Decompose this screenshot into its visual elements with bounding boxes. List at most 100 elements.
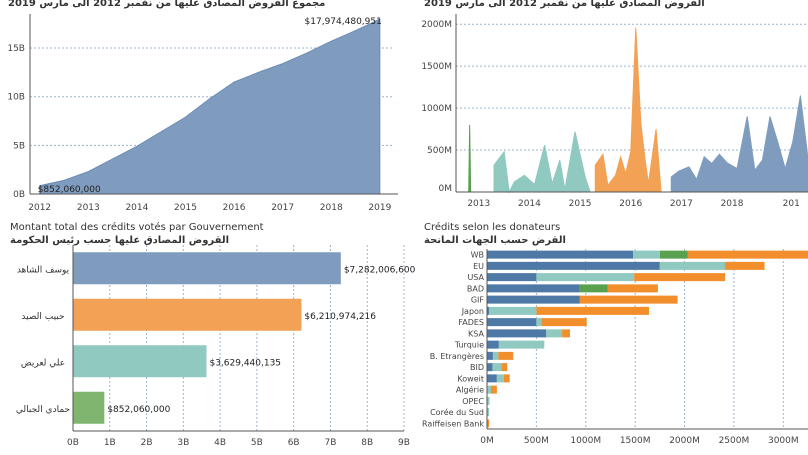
government-bar (73, 345, 207, 378)
government-value-label: $852,060,000 (107, 405, 170, 415)
government-value-label: $7,282,006,600 (344, 265, 416, 275)
y-tick-label: 1500M (421, 62, 452, 72)
x-tick-label: 2013 (467, 199, 490, 209)
donor-chart-subtitle: القرض حسب الجهات المانحة (424, 235, 566, 246)
donor-category-label: WB (471, 251, 484, 260)
donor-bar-segment (546, 329, 563, 338)
donor-bar-segment (536, 318, 542, 327)
timeline-series-area (493, 131, 591, 194)
donor-bar-segment (659, 250, 688, 259)
donor-panel: Crédits selon les donateurs القرض حسب ال… (420, 222, 808, 455)
donor-bar-segment (725, 261, 765, 270)
donor-chart-title: Crédits selon les donateurs (424, 222, 561, 233)
donor-category-label: GIF (471, 296, 485, 305)
donor-bar-segment (487, 363, 493, 372)
donor-bar-segment (633, 250, 660, 259)
x-tick-label: 9B (398, 438, 410, 448)
x-tick-label: 2016 (223, 203, 246, 213)
x-tick-label: 1000M (570, 436, 601, 446)
y-tick-label: 5B (13, 141, 25, 151)
x-tick-label: 2013 (77, 203, 100, 213)
donor-stacked-bar-chart: 0M 500M 1000M 1500M 2000M 2500M 3000M WB EU USA BA… (422, 249, 808, 446)
donor-category-label: Japon (461, 307, 484, 316)
government-panel: Montant total des crédits votés par Gouv… (0, 222, 420, 455)
x-tick-label: 2017 (670, 199, 693, 209)
donor-bar-segment (503, 374, 510, 383)
government-value-label: $6,210,974,216 (304, 312, 376, 322)
donor-bar-segment (492, 351, 499, 360)
donor-category-label: OPEC (462, 397, 484, 406)
timeline-series-area (670, 95, 808, 193)
donor-bar-segment (487, 419, 489, 428)
x-tick-label: 7B (324, 438, 336, 448)
donor-bar-segment (487, 273, 537, 282)
y-tick-label: 1000M (421, 104, 452, 114)
timeline-panel: القروض المصادق عليها من نفمبر 2012 الى م… (404, 0, 808, 227)
donor-category-label: Koweit (457, 374, 484, 383)
y-tick-label: 0B (13, 190, 25, 200)
donor-bar-segment (487, 385, 491, 394)
timeline-series-area (468, 124, 472, 193)
donor-bar-segment (487, 329, 547, 338)
donor-category-label: BID (470, 363, 484, 372)
donor-bar-segment (496, 374, 504, 383)
donor-bar-segment (487, 408, 489, 417)
cumulative-chart-title: مجموع القروض المصادق عليها من نفمبر 2012… (8, 0, 326, 9)
government-value-label: $3,629,440,135 (209, 358, 281, 368)
donor-bar-segment (487, 374, 497, 383)
x-tick-label: 2018 (721, 199, 744, 209)
y-tick-label: 10B (7, 93, 25, 103)
x-tick-label: 2015 (569, 199, 592, 209)
x-tick-label: 2018 (320, 203, 343, 213)
cumulative-panel: مجموع القروض المصادق عليها من نفمبر 2012… (0, 0, 404, 227)
timeline-area-chart: 0M 500M 1000M 1500M 2000M 2013 2014 2015 2016 201… (421, 14, 808, 209)
donor-category-label: Algérie (456, 385, 484, 395)
donor-bar-segment (488, 306, 537, 315)
donor-bar-segment (659, 261, 726, 270)
x-tick-label: 0B (67, 438, 79, 448)
cumulative-area (39, 18, 381, 195)
donor-bar-segment (487, 284, 580, 293)
x-tick-label: 6B (288, 438, 300, 448)
donor-category-label: B. Etrangères (430, 351, 484, 361)
y-tick-label: 2000M (421, 20, 452, 30)
government-bar-chart: 0B 1B 2B 3B 4B 5B 6B 7B 8B 9B يوسف الشاهد $7,282,00… (16, 245, 416, 448)
donor-category-label: KSA (468, 329, 484, 338)
government-category-label: علي لعريض (21, 358, 65, 368)
donor-bar-segment (634, 273, 726, 282)
donor-bar-segment (579, 295, 678, 304)
x-tick-label: 8B (361, 438, 373, 448)
donor-category-label: Turquie (454, 341, 484, 350)
y-tick-label: 0M (439, 184, 453, 194)
donor-category-label: EU (473, 262, 484, 271)
government-category-label: يوسف الشاهد (17, 265, 70, 275)
government-category-label: حمادي الجبالي (16, 405, 70, 415)
x-tick-label: 2015 (174, 203, 197, 213)
end-value-label: $17,974,480,951 (305, 17, 382, 27)
x-tick-label: 4B (214, 438, 226, 448)
donor-category-label: BAD (467, 284, 484, 293)
donor-bar-segment (487, 261, 660, 270)
x-tick-label: 2014 (518, 199, 541, 209)
donor-bar-segment (501, 363, 508, 372)
donor-bar-segment (687, 250, 808, 259)
donor-bar-segment (498, 351, 514, 360)
x-tick-label: 201 (783, 199, 800, 209)
donor-bar-segment (498, 340, 545, 349)
government-chart-subtitle: القروض المصادق عليها حسب رئيس الحكومة (10, 235, 230, 246)
y-tick-label: 15B (7, 44, 25, 54)
x-tick-label: 3B (177, 438, 189, 448)
timeline-series-area (594, 27, 662, 193)
x-tick-label: 1500M (620, 436, 651, 446)
donor-bar-segment (541, 318, 587, 327)
donor-bar-segment (487, 351, 493, 360)
donor-category-label: FADES (458, 318, 484, 327)
government-bar (73, 298, 302, 331)
y-tick-label: 500M (427, 146, 452, 156)
donor-bar-segment (487, 396, 490, 405)
x-tick-label: 2500M (719, 436, 750, 446)
x-tick-label: 2000M (669, 436, 700, 446)
x-tick-label: 2019 (368, 203, 391, 213)
donor-bar-segment (607, 284, 658, 293)
x-tick-label: 5B (251, 438, 263, 448)
